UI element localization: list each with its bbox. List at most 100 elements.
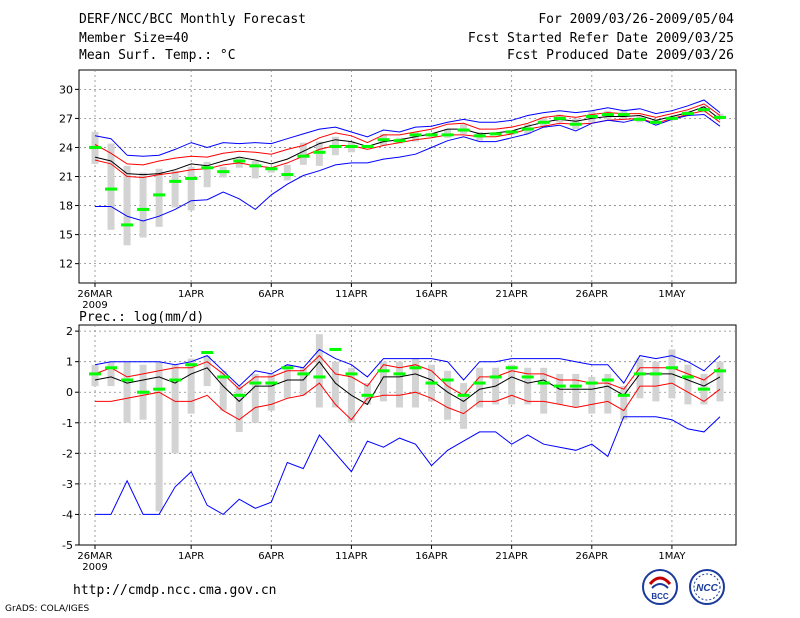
prec-median-marker — [201, 351, 214, 354]
temp-xtick-label: 1APR — [178, 289, 204, 300]
temp-median-marker — [697, 108, 710, 112]
temp-mean-line — [94, 106, 721, 176]
temp-median-marker — [569, 122, 582, 126]
temp-ytick-label: 24 — [59, 141, 73, 154]
prec-box — [203, 355, 211, 387]
prec-xtick-label: 11APR — [335, 551, 368, 562]
prec-frame — [78, 324, 737, 546]
temp-median-marker — [425, 133, 438, 137]
temp-box — [187, 166, 195, 211]
prec-median-marker — [153, 387, 166, 391]
prec-ytick-label: -2 — [62, 447, 73, 460]
temp-median-marker — [489, 132, 502, 136]
temp-median-marker — [393, 139, 406, 143]
temp-box — [203, 161, 211, 188]
temp-median-marker — [361, 144, 374, 148]
temp-median-marker — [601, 113, 614, 117]
prec-median-marker — [169, 378, 182, 382]
bcc-logo-icon: BCC — [642, 569, 678, 605]
temp-median-marker — [681, 112, 694, 116]
prec-ytick-label: -3 — [62, 478, 73, 491]
prec-box — [508, 364, 516, 405]
prec-xtick-label: 6APR — [258, 551, 284, 562]
temp-median-marker — [585, 114, 598, 118]
prec-median-marker — [489, 375, 502, 379]
prec-median-marker — [281, 366, 294, 370]
temp-ytick-label: 18 — [59, 200, 73, 213]
prec-ytick-label: 0 — [66, 386, 73, 399]
prec-box — [716, 361, 724, 402]
prec-median-marker — [297, 372, 310, 376]
temp-median-marker — [521, 127, 534, 131]
prec-median-marker — [714, 369, 726, 373]
forecast-period: For 2009/03/26-2009/05/04 — [538, 12, 734, 27]
temp-max-line — [94, 99, 721, 157]
prec-median-marker — [665, 366, 678, 370]
prec-box — [91, 364, 99, 387]
prec-box — [155, 361, 163, 512]
prec-mean-line — [94, 360, 721, 406]
temp-ytick-label: 21 — [59, 171, 73, 184]
prec-xtick-label: 16APR — [415, 551, 448, 562]
prec-box — [395, 361, 403, 408]
prec-box — [588, 376, 596, 414]
temp-median-marker — [441, 133, 454, 137]
prec-median-marker — [473, 381, 486, 385]
prec-box — [524, 367, 532, 405]
prec-box — [235, 386, 243, 432]
prec-median-marker — [409, 366, 422, 370]
prec-ytick-label: 1 — [66, 356, 73, 369]
prec-box — [315, 334, 323, 408]
temp-box — [251, 161, 259, 179]
prec-median-marker — [633, 372, 646, 376]
temp-median-marker — [105, 187, 118, 191]
prec-upper-line — [94, 354, 721, 396]
temp-box — [171, 170, 179, 208]
temp-median-marker — [233, 159, 246, 163]
temp-median-marker — [553, 116, 566, 120]
prec-median-marker — [649, 372, 662, 376]
prec-box — [572, 373, 580, 408]
prec-box — [604, 373, 612, 414]
prec-xtick-label: 21APR — [495, 551, 528, 562]
variable-label: Mean Surf. Temp.: °C — [79, 48, 236, 63]
temp-ytick-label: 30 — [59, 83, 73, 96]
temp-box — [283, 164, 291, 181]
prec-box — [684, 364, 692, 405]
prec-box — [299, 367, 307, 396]
temp-median-marker — [201, 166, 214, 170]
temp-lower-line — [94, 110, 721, 179]
prec-median-marker — [377, 369, 390, 373]
prec-box — [620, 386, 628, 420]
temp-xtick-label: 16APR — [415, 289, 448, 300]
prec-box — [171, 364, 179, 454]
temp-median-marker — [505, 130, 518, 134]
member-size-label: Member Size=40 — [79, 31, 189, 46]
temp-upper-line — [94, 103, 721, 166]
prec-median-marker — [521, 375, 534, 379]
temp-xtick-label: 11APR — [335, 289, 368, 300]
prec-box — [636, 358, 644, 399]
temp-box — [155, 168, 163, 227]
prec-median-marker — [185, 363, 198, 367]
temp-xtick-label: 21APR — [495, 289, 528, 300]
temp-xtick-label: 26MAR — [77, 289, 112, 300]
prec-median-marker — [137, 390, 150, 394]
prec-median-marker — [233, 393, 246, 397]
prec-median-marker — [681, 375, 694, 379]
temp-xtick-label: 6APR — [258, 289, 284, 300]
prec-ytick-label: -4 — [62, 508, 73, 521]
temp-median-marker — [457, 128, 470, 132]
prec-median-marker — [553, 384, 566, 388]
prec-xtick-label: 1APR — [178, 551, 204, 562]
prec-median-marker — [313, 375, 326, 379]
source-url: http://cmdp.ncc.cma.gov.cn — [73, 583, 277, 598]
temp-median-marker — [153, 193, 166, 197]
temp-median-marker — [313, 150, 326, 154]
prec-median-marker — [361, 393, 374, 397]
prec-box — [460, 383, 468, 429]
temp-median-marker — [665, 116, 678, 120]
